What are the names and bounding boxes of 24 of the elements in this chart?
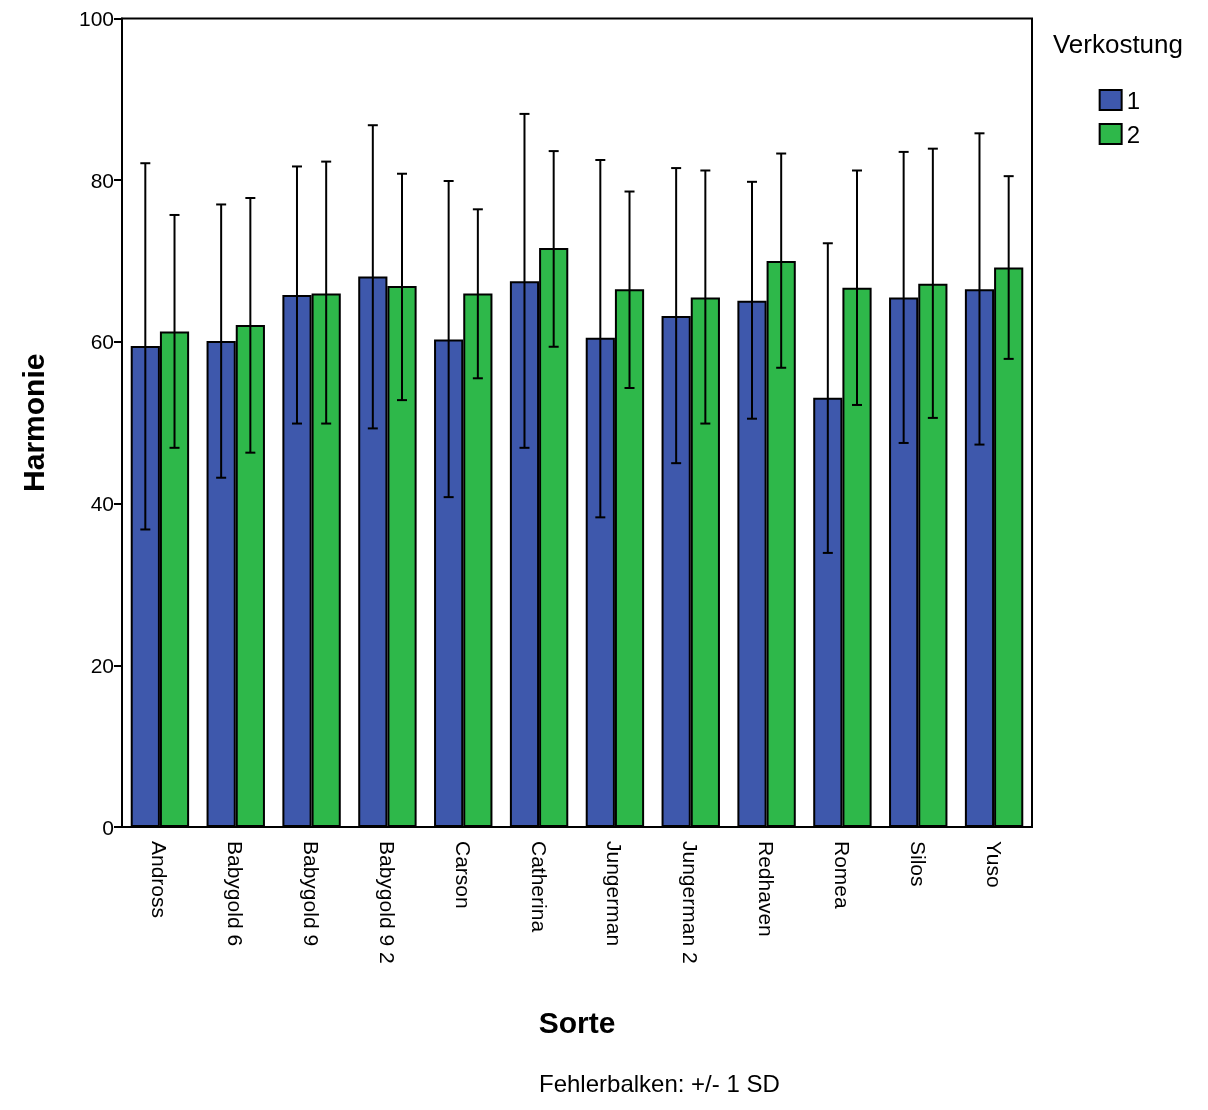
x-tick-label: Jungerman 2 <box>679 841 703 964</box>
x-tick-label: Romea <box>830 841 854 910</box>
legend-label: 1 <box>1126 86 1141 114</box>
y-tick-label: 100 <box>78 7 114 30</box>
text: Fehlerbalken: +/- 1 SD <box>539 1069 780 1097</box>
y-axis-title: Harmonie <box>16 353 50 492</box>
x-axis-title: Sorte <box>538 1005 616 1039</box>
x-tick-label: Carson <box>451 841 475 909</box>
x-tick-label: Andross <box>148 841 172 919</box>
x-tick-label: Babygold 9 <box>300 841 324 947</box>
y-tick-label: 0 <box>102 815 114 839</box>
x-tick-label: Babygold 6 <box>224 841 248 947</box>
x-tick-label: Catherina <box>527 841 551 933</box>
y-tick-label: 40 <box>90 492 114 516</box>
x-tick-label: Silos <box>906 841 930 887</box>
y-tick-label: 80 <box>90 168 114 192</box>
x-tick-label: Jungerman <box>603 841 627 947</box>
legend-title: Verkostung <box>1052 29 1183 59</box>
x-tick-label: Yuso <box>982 841 1006 888</box>
legend-label: 2 <box>1126 120 1141 148</box>
y-tick-label: 60 <box>90 330 114 354</box>
x-tick-label: Babygold 9 2 <box>375 841 399 964</box>
x-tick-label: Redhaven <box>755 841 779 937</box>
y-tick-label: 20 <box>90 653 114 677</box>
